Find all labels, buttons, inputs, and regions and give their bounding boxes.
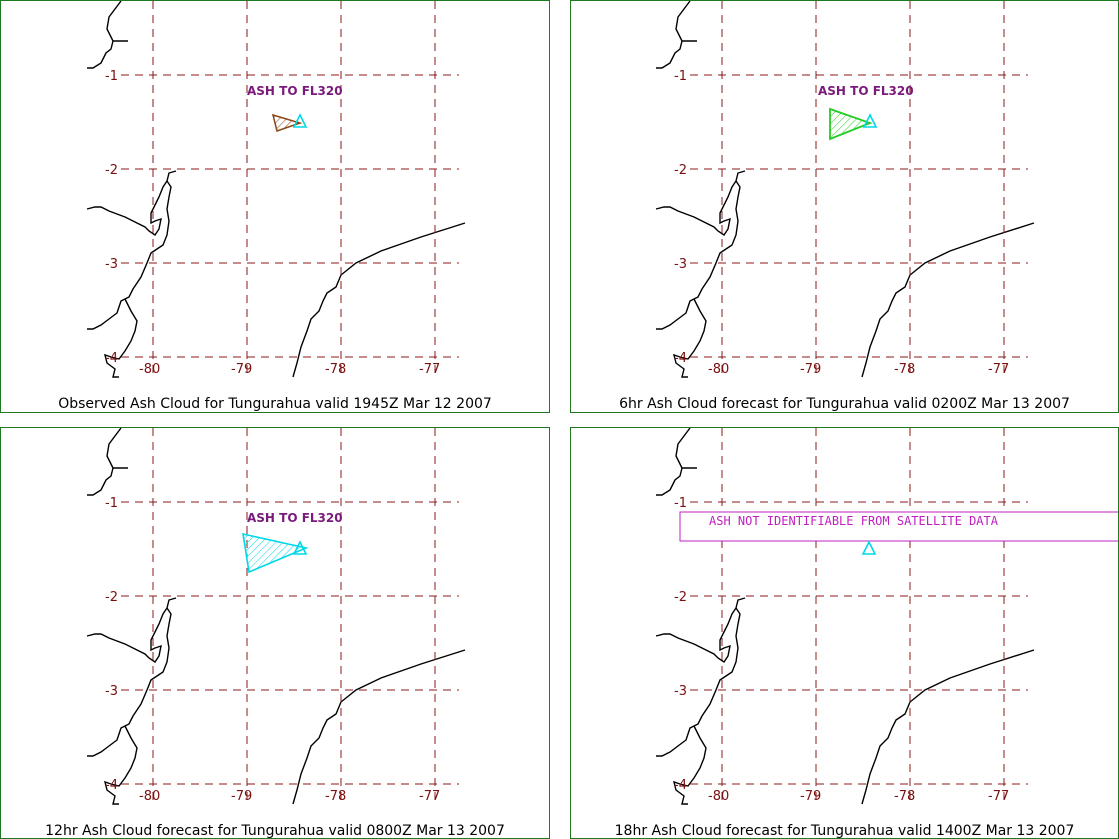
coastline: [655, 1, 1035, 378]
map-panel-12hr: -1 -2 -3 -4 -80 -79 -78 -77 ASH TO FL320…: [0, 427, 550, 839]
map-panel-18hr: -1 -2 -3 -4 -80 -79 -78 -77 ASH NOT IDEN…: [570, 427, 1119, 839]
panel-caption: 12hr Ash Cloud forecast for Tungurahua v…: [45, 823, 505, 839]
map-panel-observed: -1 -2 -3 -4 -80 -79 -78 -77 ASH TO FL320…: [0, 0, 550, 413]
map-canvas: -1 -2 -3 -4 -80 -79 -78 -77 ASH NOT IDEN…: [655, 428, 1118, 805]
volcano-triangle-icon: [861, 540, 877, 555]
lat-tick-label: -3: [674, 257, 687, 272]
panel-caption: 6hr Ash Cloud forecast for Tungurahua va…: [619, 396, 1070, 412]
notice-box: [679, 511, 1118, 542]
map-canvas: -1 -2 -3 -4 -80 -79 -78 -77 ASH TO FL320: [655, 1, 1035, 378]
lat-tick-labels: -1 -2 -3 -4: [105, 69, 118, 366]
map-canvas: -1 -2 -3 -4 -80 -79 -78 -77 ASH TO FL320: [86, 1, 466, 378]
volcano-triangle-icon: [862, 113, 878, 128]
lat-tick-label: -4: [674, 778, 687, 793]
lat-tick-label: -3: [674, 684, 687, 699]
ash-height-label: ASH TO FL320: [818, 84, 914, 98]
lat-tick-label: -1: [105, 69, 118, 84]
lon-tick-label: -79: [800, 362, 821, 377]
ash-cloud-polygon: [829, 107, 873, 141]
lat-tick-labels: -1 -2 -3 -4: [105, 496, 118, 793]
lon-tick-label: -80: [708, 362, 729, 377]
lon-tick-label: -79: [231, 789, 252, 804]
lon-tick-label: -79: [800, 789, 821, 804]
notice-text: ASH NOT IDENTIFIABLE FROM SATELLITE DATA: [709, 514, 999, 528]
lon-tick-label: -80: [139, 789, 160, 804]
lon-tick-label: -77: [988, 789, 1009, 804]
lon-tick-label: -80: [708, 789, 729, 804]
map-canvas: -1 -2 -3 -4 -80 -79 -78 -77 ASH TO FL320: [86, 428, 466, 805]
lon-tick-label: -77: [988, 362, 1009, 377]
lat-tick-label: -2: [674, 163, 687, 178]
lon-tick-labels: -80 -79 -78 -77: [139, 789, 440, 804]
lon-tick-label: -80: [139, 362, 160, 377]
ash-height-label: ASH TO FL320: [247, 511, 343, 525]
lat-tick-label: -1: [674, 496, 687, 511]
lat-tick-label: -3: [105, 684, 118, 699]
lon-tick-label: -77: [419, 362, 440, 377]
lon-tick-labels: -80 -79 -78 -77: [708, 362, 1009, 377]
lat-tick-label: -1: [105, 496, 118, 511]
lat-tick-label: -2: [105, 163, 118, 178]
panel-caption: 18hr Ash Cloud forecast for Tungurahua v…: [614, 823, 1075, 839]
lat-tick-label: -1: [674, 69, 687, 84]
lon-tick-label: -78: [325, 789, 346, 804]
lat-tick-labels: -1 -2 -3 -4: [674, 69, 687, 366]
volcano-triangle-icon: [292, 540, 308, 555]
lat-tick-label: -4: [105, 778, 118, 793]
lon-tick-labels: -80 -79 -78 -77: [139, 362, 440, 377]
lat-tick-label: -2: [105, 590, 118, 605]
coastline: [86, 428, 466, 805]
lat-tick-label: -2: [674, 590, 687, 605]
lon-tick-label: -77: [419, 789, 440, 804]
ash-height-label: ASH TO FL320: [247, 84, 343, 98]
lat-lon-grid: [690, 428, 1028, 802]
lon-tick-label: -78: [894, 362, 915, 377]
map-panel-6hr: -1 -2 -3 -4 -80 -79 -78 -77 ASH TO FL320…: [570, 0, 1119, 413]
lon-tick-labels: -80 -79 -78 -77: [708, 789, 1009, 804]
lat-tick-label: -4: [105, 351, 118, 366]
coastline: [86, 1, 466, 378]
ash-cloud-polygon: [242, 532, 309, 574]
lon-tick-label: -78: [325, 362, 346, 377]
panel-caption: Observed Ash Cloud for Tungurahua valid …: [58, 396, 492, 412]
lat-lon-grid: [121, 428, 459, 802]
lat-tick-label: -4: [674, 351, 687, 366]
lat-tick-labels: -1 -2 -3 -4: [674, 496, 687, 793]
lon-tick-label: -78: [894, 789, 915, 804]
lon-tick-label: -79: [231, 362, 252, 377]
ash-cloud-polygon: [271, 113, 303, 132]
lat-tick-label: -3: [105, 257, 118, 272]
lat-lon-grid: [121, 1, 459, 375]
volcano-triangle-icon: [292, 113, 308, 128]
coastline: [655, 428, 1035, 805]
lat-lon-grid: [690, 1, 1028, 375]
